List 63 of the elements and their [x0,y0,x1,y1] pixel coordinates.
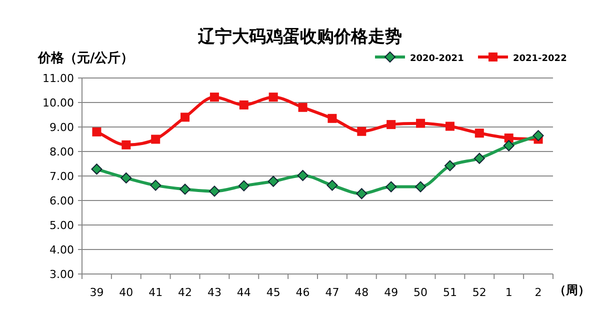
x-tick-label: 40 [119,286,134,299]
point [328,114,337,123]
point [474,152,485,164]
x-tick-label: 46 [296,286,310,299]
point [239,100,248,110]
legend-item: 2021-2022 [478,52,567,64]
x-tick-label: 47 [325,286,340,299]
y-tick-label: 8.00 [50,146,74,158]
point [180,112,190,122]
point [120,172,132,184]
chart-title: 辽宁大码鸡蛋收购价格走势 [197,27,402,47]
point [122,140,131,150]
x-tick-label: 48 [354,286,369,299]
point [444,160,456,172]
point [357,126,366,136]
y-axis-title: 价格（元/公斤） [37,50,134,66]
point [91,164,102,175]
legend-item: 2020-2021 [375,51,464,64]
x-tick-label: 43 [207,286,222,299]
point [445,122,454,131]
point [298,102,308,112]
point [326,180,338,191]
point [180,184,191,195]
point [415,181,426,192]
x-tick-label: 49 [384,286,398,299]
y-tick-label: 6.00 [50,194,74,208]
x-tick-label: 41 [148,286,163,299]
y-tick-label: 10.00 [42,96,74,110]
point [386,181,397,192]
y-tick-label: 4.00 [50,244,74,256]
x-tick-label: 1 [505,286,512,299]
point [208,186,220,197]
legend-label: 2020-2021 [410,54,464,64]
point [210,92,219,102]
x-axis-title: （周） [554,283,590,297]
legend-label: 2021-2022 [513,54,567,64]
x-tick-label: 2 [534,286,542,299]
point [268,92,278,102]
point [532,130,544,142]
x-tick-label: 50 [414,286,428,299]
y-tick-label: 11.00 [42,72,74,85]
y-tick-label: 3.00 [50,268,74,281]
y-tick-label: 7.00 [50,170,74,183]
x-tick-label: 44 [236,286,251,299]
x-tick-label: 39 [90,286,104,299]
x-tick-label: 51 [442,286,457,299]
point [474,128,484,138]
point [416,118,426,128]
y-tick-label: 5.00 [50,219,74,232]
point [238,180,250,192]
point [386,120,396,130]
point [356,188,368,200]
x-tick-label: 52 [472,286,486,299]
x-tick-label: 42 [178,286,192,299]
point [151,134,160,144]
point [504,134,514,143]
point [503,140,514,152]
x-tick-label: 45 [266,286,280,299]
y-tick-label: 9.00 [50,121,74,134]
point [92,127,102,136]
point [297,170,308,182]
point [150,180,162,191]
point [268,176,279,187]
